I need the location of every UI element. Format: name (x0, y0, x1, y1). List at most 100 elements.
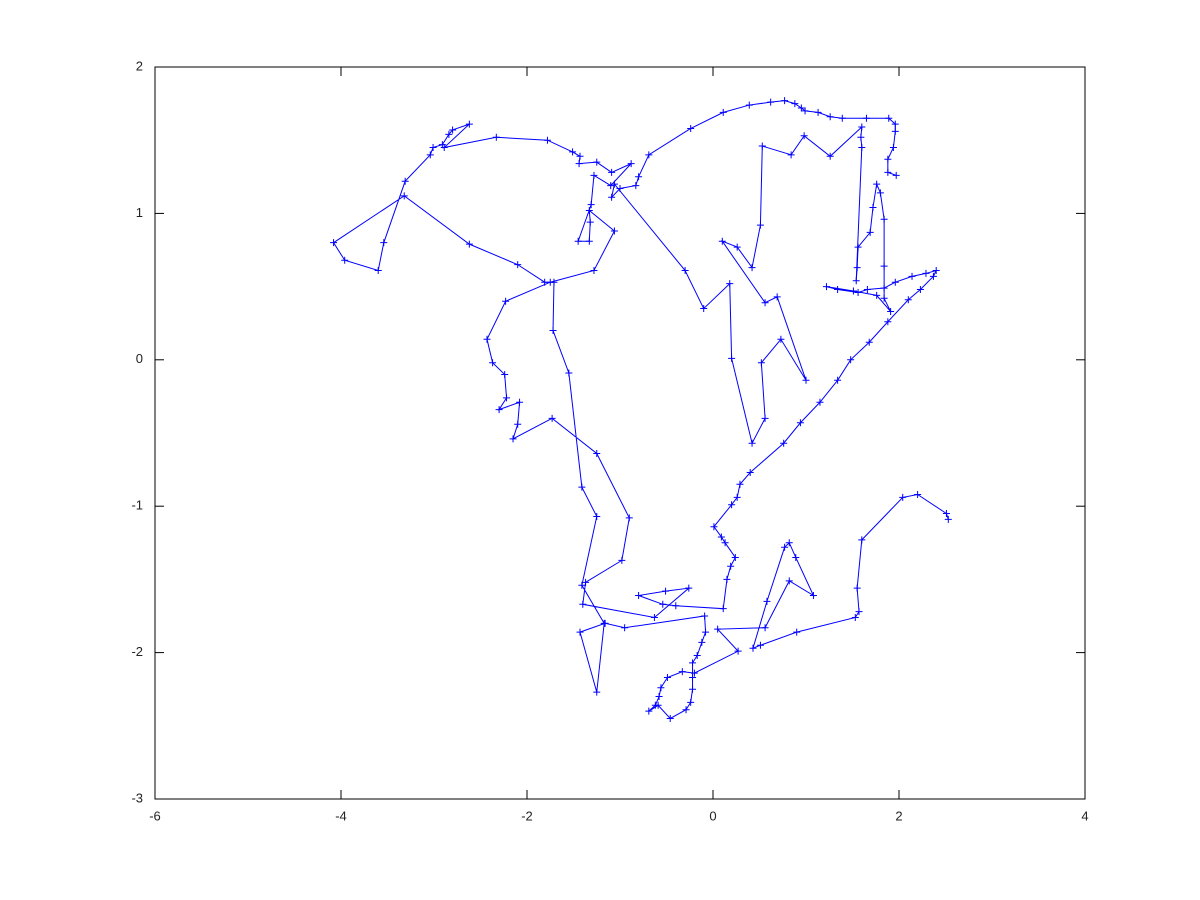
data-marker (773, 293, 781, 301)
data-marker (781, 97, 789, 105)
data-marker (575, 160, 583, 168)
x-tick-label: -4 (335, 808, 347, 823)
data-marker (723, 575, 731, 583)
data-marker (862, 114, 870, 122)
data-marker (756, 641, 764, 649)
data-marker (429, 144, 437, 152)
data-marker (834, 376, 842, 384)
data-marker (582, 578, 590, 586)
data-marker (400, 192, 408, 200)
data-marker (855, 608, 863, 616)
data-marker (922, 269, 930, 277)
data-marker (701, 612, 709, 620)
data-marker (678, 668, 686, 676)
data-marker (734, 647, 742, 655)
data-marker (880, 215, 888, 223)
data-marker (761, 624, 769, 632)
data-marker (610, 180, 618, 188)
data-marker (426, 151, 434, 159)
data-marker (503, 394, 511, 402)
data-marker (826, 113, 834, 121)
data-marker (635, 173, 643, 181)
data-marker (546, 278, 554, 286)
data-marker (374, 266, 382, 274)
data-marker (767, 98, 775, 106)
data-marker (800, 132, 808, 140)
data-marker (689, 659, 697, 667)
data-marker (465, 120, 473, 128)
data-marker (802, 376, 810, 384)
data-marker (593, 512, 601, 520)
data-marker (681, 266, 689, 274)
data-marker (516, 398, 524, 406)
data-marker (749, 644, 757, 652)
data-marker (758, 142, 766, 150)
data-marker (700, 305, 708, 313)
y-tick-label: 1 (136, 205, 143, 220)
data-marker (632, 182, 640, 190)
data-marker (904, 296, 912, 304)
data-marker (330, 239, 338, 247)
data-marker (600, 619, 608, 627)
data-marker (565, 369, 573, 377)
data-marker (944, 515, 952, 523)
data-marker (796, 419, 804, 427)
data-marker (655, 693, 663, 701)
x-tick-label: -6 (149, 808, 161, 823)
data-marker (731, 553, 739, 561)
data-marker (880, 284, 888, 292)
data-marker (876, 189, 884, 197)
data-marker (728, 354, 736, 362)
data-marker (857, 133, 865, 141)
data-marker (884, 155, 892, 163)
data-marker (607, 182, 615, 190)
data-marker (672, 602, 680, 610)
data-marker (627, 160, 635, 168)
data-marker (509, 435, 517, 443)
data-marker (853, 584, 861, 592)
data-marker (514, 261, 522, 269)
data-marker (746, 469, 754, 477)
data-marker (733, 493, 741, 501)
data-marker (733, 243, 741, 251)
data-marker (657, 684, 665, 692)
data-marker (797, 104, 805, 112)
data-marker (710, 523, 718, 531)
data-marker (492, 133, 500, 141)
data-marker (885, 114, 893, 122)
data-marker (728, 501, 736, 509)
data-marker (645, 151, 653, 159)
data-marker (847, 356, 855, 364)
data-marker (891, 120, 899, 128)
data-marker (543, 136, 551, 144)
data-marker (593, 688, 601, 696)
data-marker (687, 698, 695, 706)
data-marker (502, 297, 510, 305)
data-marker (748, 439, 756, 447)
data-marker (690, 669, 698, 677)
data-marker (745, 101, 753, 109)
data-marker (659, 600, 667, 608)
data-marker (869, 204, 877, 212)
data-marker (714, 625, 722, 633)
data-marker (757, 359, 765, 367)
data-marker (608, 168, 616, 176)
data-marker (880, 294, 888, 302)
data-marker (610, 227, 618, 235)
data-marker (489, 359, 497, 367)
data-marker (445, 130, 453, 138)
data-marker (929, 272, 937, 280)
data-marker (549, 327, 557, 335)
y-tick-label: -1 (131, 498, 143, 513)
data-marker (892, 171, 900, 179)
data-marker (687, 124, 695, 132)
data-marker (863, 286, 871, 294)
data-marker (873, 291, 881, 299)
data-marker (793, 628, 801, 636)
data-marker (834, 286, 842, 294)
data-marker (791, 100, 799, 108)
data-marker (785, 577, 793, 585)
data-marker (465, 240, 473, 248)
x-tick-label: 4 (1081, 808, 1088, 823)
